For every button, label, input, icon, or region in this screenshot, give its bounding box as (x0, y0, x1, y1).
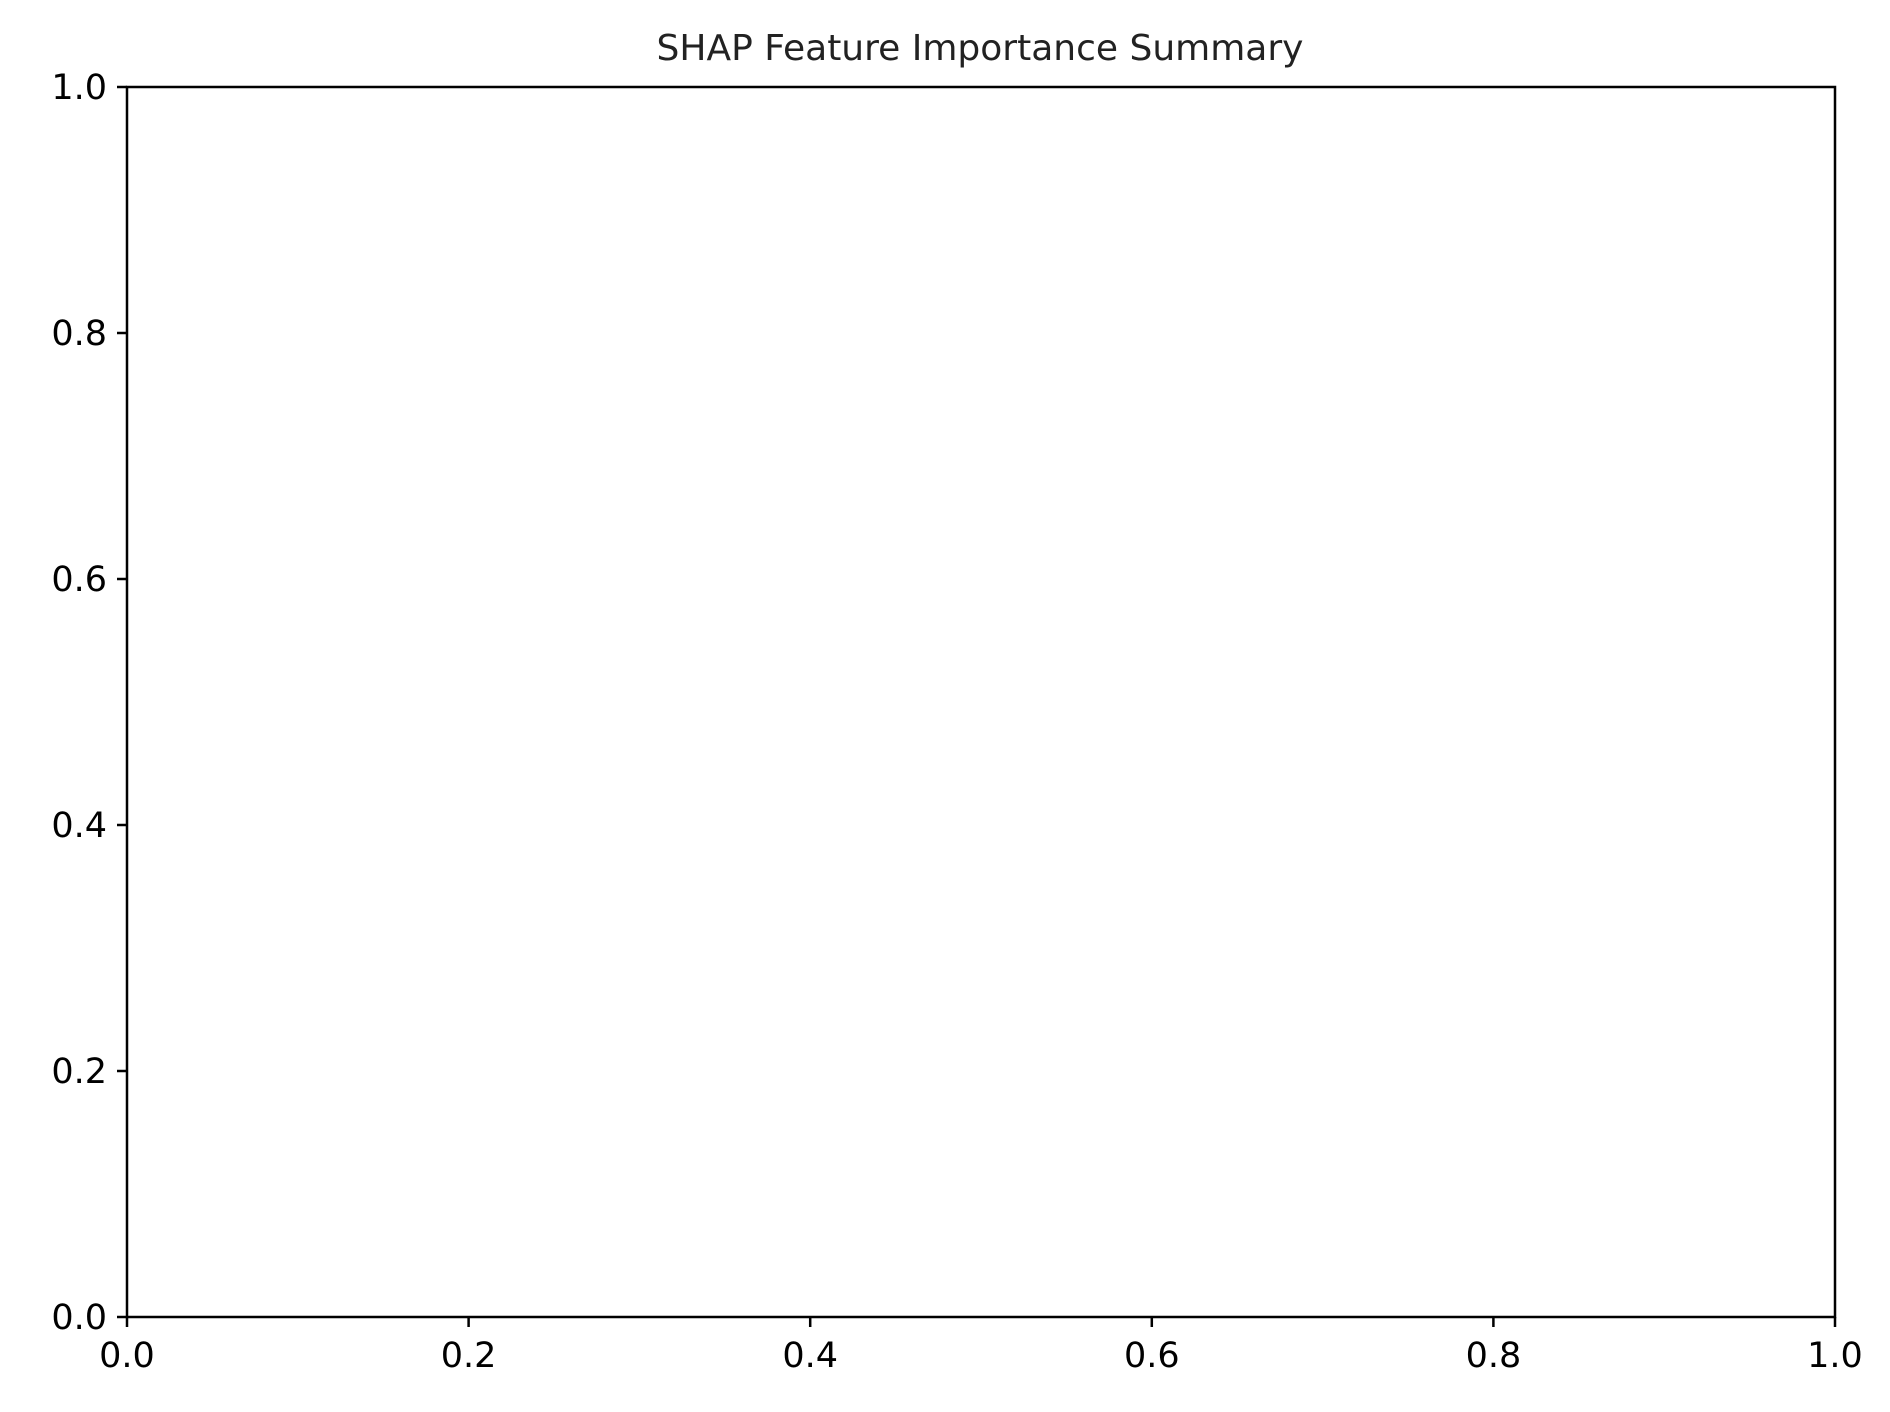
y-tick-label: 0.2 (51, 1052, 107, 1092)
x-tick-label: 0.0 (99, 1336, 155, 1376)
x-axis: 0.0 0.2 0.4 0.6 0.8 1.0 (99, 1317, 1863, 1376)
x-tick-label: 0.6 (1124, 1336, 1180, 1376)
x-tick-label: 0.4 (782, 1336, 838, 1376)
x-tick-label: 0.2 (441, 1336, 497, 1376)
y-tick-label: 0.6 (51, 560, 107, 600)
y-tick-label: 0.8 (51, 314, 107, 354)
y-tick-label: 0.4 (51, 806, 107, 846)
x-tick-label: 1.0 (1807, 1336, 1863, 1376)
y-tick-label: 0.0 (51, 1298, 107, 1338)
x-tick-label: 0.8 (1466, 1336, 1522, 1376)
plot-area-frame (125, 85, 1837, 1319)
y-axis: 0.0 0.2 0.4 0.6 0.8 1.0 (51, 68, 127, 1338)
y-tick-label: 1.0 (51, 68, 107, 108)
chart-title: SHAP Feature Importance Summary (657, 28, 1304, 69)
